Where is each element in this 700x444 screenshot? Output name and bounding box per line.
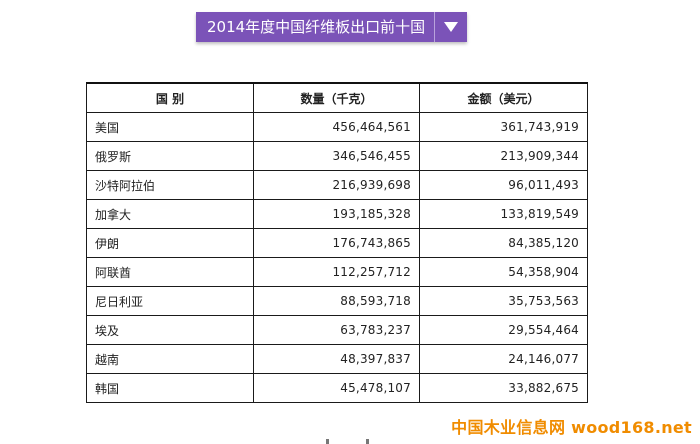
- table-row: 俄罗斯 346,546,455 213,909,344: [86, 141, 589, 171]
- quantity-cell: 176,743,865: [253, 228, 420, 258]
- header-country: 国 别: [86, 82, 254, 113]
- table-row: 加拿大 193,185,328 133,819,549: [86, 199, 589, 229]
- amount-cell: 213,909,344: [418, 141, 589, 171]
- table-row: 埃及 63,783,237 29,554,464: [86, 315, 589, 345]
- triangle-down-icon: [444, 22, 459, 32]
- amount-cell: 84,385,120: [418, 228, 589, 258]
- export-table: 国 别 数量（千克） 金额（美元） 美国 456,464,561 361,743…: [86, 82, 589, 403]
- table-row: 伊朗 176,743,865 84,385,120: [86, 228, 589, 258]
- amount-cell: 54,358,904: [418, 257, 589, 287]
- quantity-cell: 112,257,712: [253, 257, 420, 287]
- country-cell: 沙特阿拉伯: [86, 170, 254, 200]
- amount-cell: 133,819,549: [418, 199, 589, 229]
- country-cell: 越南: [86, 344, 254, 374]
- quantity-cell: 346,546,455: [253, 141, 420, 171]
- country-cell: 尼日利亚: [86, 286, 254, 316]
- table-row: 阿联酋 112,257,712 54,358,904: [86, 257, 589, 287]
- country-cell: 阿联酋: [86, 257, 254, 287]
- country-cell: 伊朗: [86, 228, 254, 258]
- table-row: 越南 48,397,837 24,146,077: [86, 344, 589, 374]
- amount-cell: 96,011,493: [418, 170, 589, 200]
- header-amount: 金额（美元）: [418, 82, 589, 113]
- table-header-row: 国 别 数量（千克） 金额（美元）: [86, 82, 589, 113]
- amount-cell: 33,882,675: [418, 373, 589, 403]
- amount-cell: 24,146,077: [418, 344, 589, 374]
- dropdown-toggle-button[interactable]: [435, 12, 468, 42]
- quantity-cell: 63,783,237: [253, 315, 420, 345]
- country-cell: 加拿大: [86, 199, 254, 229]
- table-row: 美国 456,464,561 361,743,919: [86, 112, 589, 142]
- page-title: 2014年度中国纤维板出口前十国: [196, 12, 435, 42]
- country-cell: 埃及: [86, 315, 254, 345]
- table-row: 尼日利亚 88,593,718 35,753,563: [86, 286, 589, 316]
- title-banner: 2014年度中国纤维板出口前十国: [196, 12, 468, 42]
- quantity-cell: 216,939,698: [253, 170, 420, 200]
- country-cell: 韩国: [86, 373, 254, 403]
- cropped-text-fragment: [326, 439, 369, 444]
- table-row: 韩国 45,478,107 33,882,675: [86, 373, 589, 403]
- country-cell: 俄罗斯: [86, 141, 254, 171]
- header-quantity: 数量（千克）: [253, 82, 420, 113]
- site-watermark: 中国木业信息网 wood168.net: [451, 418, 692, 437]
- country-cell: 美国: [86, 112, 254, 142]
- title-divider: [434, 12, 436, 42]
- amount-cell: 29,554,464: [418, 315, 589, 345]
- quantity-cell: 456,464,561: [253, 112, 420, 142]
- table-row: 沙特阿拉伯 216,939,698 96,011,493: [86, 170, 589, 200]
- amount-cell: 35,753,563: [418, 286, 589, 316]
- quantity-cell: 48,397,837: [253, 344, 420, 374]
- quantity-cell: 193,185,328: [253, 199, 420, 229]
- quantity-cell: 88,593,718: [253, 286, 420, 316]
- amount-cell: 361,743,919: [418, 112, 589, 142]
- quantity-cell: 45,478,107: [253, 373, 420, 403]
